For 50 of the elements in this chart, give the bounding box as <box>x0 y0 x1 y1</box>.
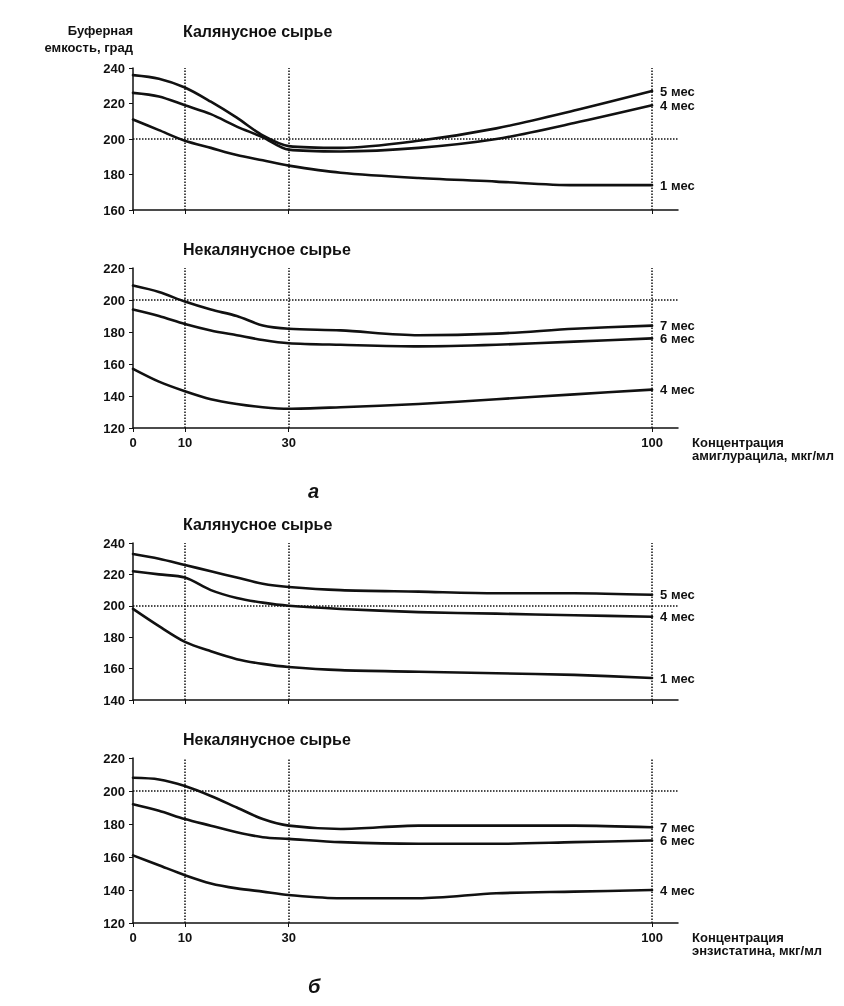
y-tick-label: 180 <box>103 167 125 182</box>
x-tick-label: 0 <box>129 930 137 945</box>
x-axis-title: Концентрация амиглурацила, мкг/мл <box>692 435 834 463</box>
y-tick-label: 160 <box>103 356 125 372</box>
series-label: 1 мес <box>660 670 695 686</box>
chart-title: Калянусное сырье <box>183 22 333 40</box>
series-label: 4 мес <box>660 609 695 625</box>
y-tick-label: 120 <box>103 420 125 436</box>
x-tick-label: 30 <box>281 435 296 450</box>
x-tick-label: 0 <box>129 435 137 450</box>
y-tick-label: 240 <box>103 535 125 551</box>
y-tick-label: 240 <box>103 60 125 76</box>
text: а <box>308 480 320 502</box>
x-tick-label: 30 <box>281 930 296 945</box>
x-tick-label: 10 <box>177 930 193 945</box>
x-tick-label: 100 <box>641 930 663 945</box>
series-label: 4 мес <box>660 882 695 898</box>
y-tick-label: 220 <box>103 750 125 766</box>
y-tick-label: 160 <box>103 661 125 677</box>
y-tick-label: 220 <box>103 260 125 276</box>
y-axis-title: Буферная емкость, град <box>44 23 134 55</box>
y-tick-label: 220 <box>103 96 125 111</box>
y-tick-label: 180 <box>103 816 125 832</box>
x-tick-label: 100 <box>641 435 663 450</box>
series-label: 4 мес <box>660 97 695 113</box>
series-label: 7 мес <box>660 819 695 835</box>
series-label: 4 мес <box>660 382 695 398</box>
x-axis-title: Концентрация энзистатина, мкг/мл <box>692 930 822 958</box>
y-tick-label: 140 <box>103 388 125 404</box>
y-tick-label: 160 <box>103 849 125 865</box>
y-tick-label: 200 <box>103 783 125 799</box>
series-label: 1 мес <box>660 177 695 193</box>
y-tick-label: 180 <box>103 324 125 340</box>
y-tick-label: 120 <box>103 915 125 931</box>
chart-title: Калянусное сырье <box>183 515 333 533</box>
text: б <box>308 975 321 997</box>
y-tick-label: 140 <box>103 692 125 708</box>
series-label: 5 мес <box>660 83 695 99</box>
chart-title: Некалянусное сырье <box>183 730 351 748</box>
y-tick-label: 180 <box>103 629 125 645</box>
y-tick-label: 200 <box>103 598 125 614</box>
series-label: 5 мес <box>660 587 695 603</box>
y-tick-label: 160 <box>103 202 125 218</box>
y-tick-label: 140 <box>103 882 125 898</box>
y-tick-label: 200 <box>103 292 125 308</box>
y-tick-label: 200 <box>103 131 125 147</box>
chart-title: Некалянусное сырье <box>183 240 351 258</box>
x-tick-label: 10 <box>177 435 193 450</box>
series-label: 6 мес <box>660 833 695 848</box>
y-tick-label: 220 <box>103 566 125 582</box>
